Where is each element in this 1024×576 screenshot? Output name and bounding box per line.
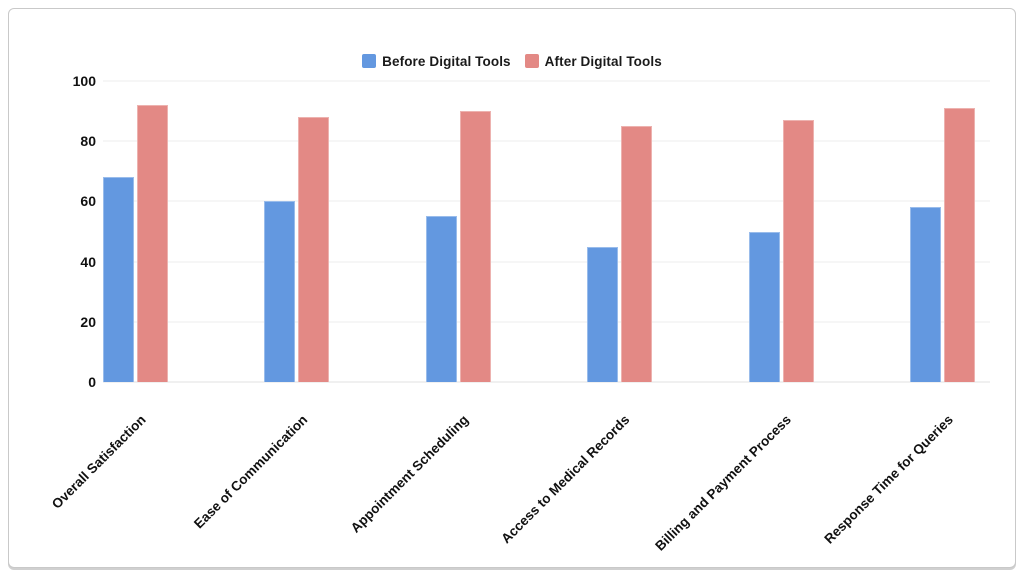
- bar-before: [426, 216, 457, 382]
- canvas-frame: [8, 8, 1016, 568]
- legend-label-before: Before Digital Tools: [382, 53, 511, 69]
- y-tick-label: 40: [80, 253, 96, 270]
- bar-after: [298, 117, 329, 382]
- y-tick-label: 60: [80, 193, 96, 210]
- gridline: [103, 140, 990, 142]
- gridline: [103, 381, 990, 383]
- bar-before: [749, 231, 780, 382]
- plot-area: [103, 80, 990, 383]
- legend-item-after: After Digital Tools: [524, 53, 662, 69]
- bar-group: [103, 81, 168, 382]
- y-tick-label: 20: [80, 313, 96, 330]
- y-tick-label: 80: [80, 133, 96, 150]
- bar-before: [264, 201, 295, 382]
- y-axis: 0 20 40 60 80 100: [0, 73, 96, 390]
- legend-swatch-after-icon: [524, 54, 539, 68]
- x-tick-label: Billing and Payment Process: [652, 412, 795, 554]
- gridline: [103, 261, 990, 263]
- x-axis: Overall Satisfaction Ease of Communicatio…: [49, 397, 990, 562]
- y-tick-label: 0: [88, 374, 96, 390]
- bar-group: [587, 81, 652, 382]
- x-tick-label: Access to Medical Records: [498, 412, 633, 547]
- legend-label-after: After Digital Tools: [544, 53, 662, 69]
- bar-group: [910, 81, 975, 382]
- legend-swatch-before-icon: [362, 54, 377, 68]
- x-tick-label: Response Time for Queries: [821, 412, 956, 547]
- bar-after: [783, 120, 814, 382]
- gridline: [103, 80, 990, 82]
- legend: Before Digital Tools After Digital Tools: [0, 52, 1024, 70]
- x-tick-label: Appointment Scheduling: [347, 412, 472, 536]
- bar-before: [103, 177, 134, 382]
- bar-after: [137, 105, 168, 382]
- y-tick-label: 100: [72, 73, 96, 89]
- bar-before: [910, 207, 941, 382]
- x-tick-label: Ease of Communication: [190, 412, 311, 532]
- bar-after: [460, 111, 491, 382]
- bar-group: [426, 81, 491, 382]
- gridline: [103, 321, 990, 323]
- gridline: [103, 200, 990, 202]
- bar-group: [749, 81, 814, 382]
- legend-item-before: Before Digital Tools: [362, 54, 511, 69]
- bar-before: [587, 246, 618, 382]
- bar-after: [621, 126, 652, 382]
- bar-after: [944, 108, 975, 382]
- bar-group: [264, 81, 329, 382]
